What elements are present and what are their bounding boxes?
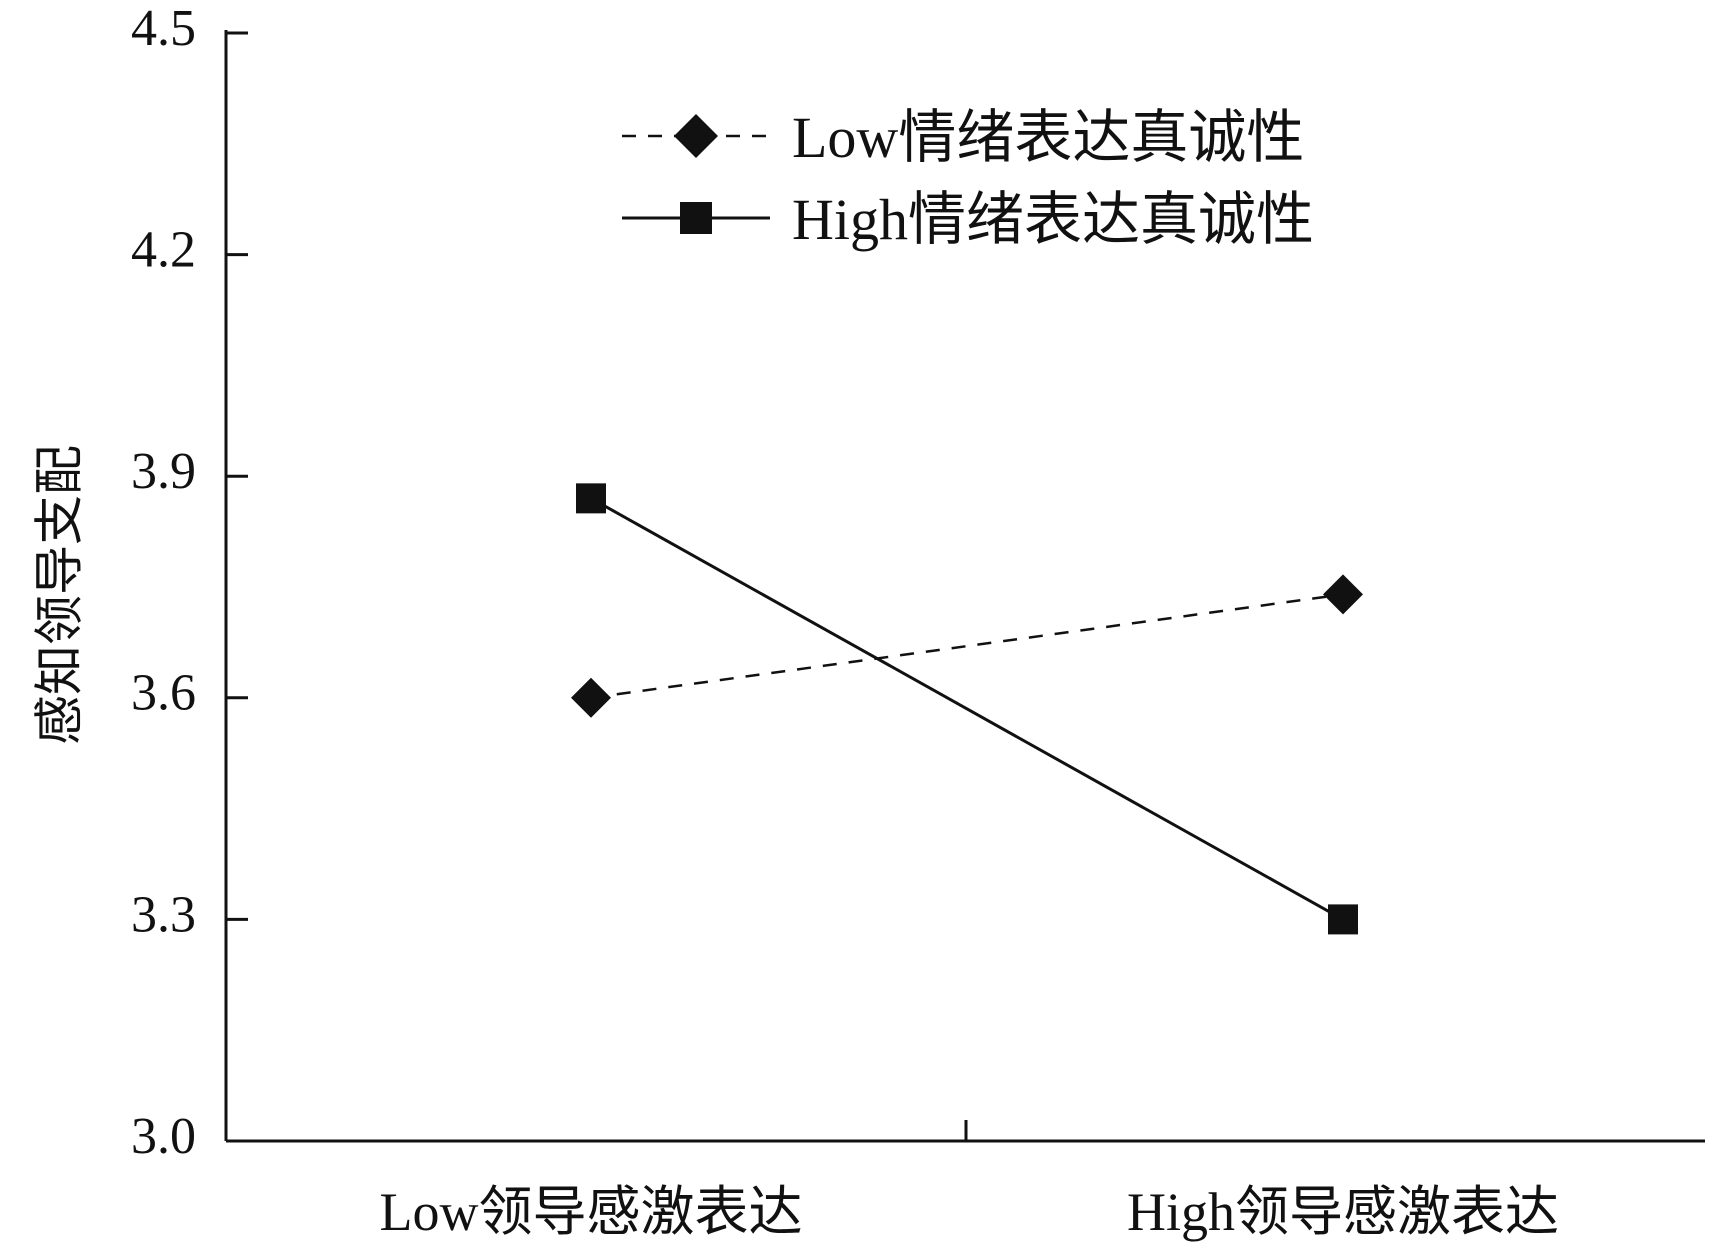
legend-label-low: Low情绪表达真诚性 — [792, 105, 1304, 170]
y-tick-label: 4.2 — [131, 222, 196, 279]
y-tick-label: 3.3 — [131, 886, 196, 943]
y-tick-label: 3.0 — [131, 1108, 196, 1165]
legend: Low情绪表达真诚性 High情绪表达真诚性 — [622, 105, 1314, 252]
series-line — [590, 497, 1344, 921]
y-tick-label: 3.9 — [131, 443, 196, 500]
series-layer — [571, 483, 1363, 935]
data-point-square — [1328, 904, 1358, 935]
series-low — [571, 574, 1363, 718]
series-line — [590, 593, 1344, 700]
legend-square-icon — [680, 202, 712, 234]
legend-diamond-icon — [674, 114, 718, 158]
y-tick-label: 4.5 — [131, 0, 196, 57]
x-category-labels: Low领导感激表达 High领导感激表达 — [380, 1182, 1559, 1242]
data-point-square — [576, 483, 606, 514]
x-category-label: High领导感激表达 — [1127, 1182, 1559, 1242]
legend-item-low: Low情绪表达真诚性 — [622, 105, 1304, 170]
y-tick-label: 3.6 — [131, 665, 196, 722]
data-point-diamond — [571, 677, 611, 718]
y-ticks: 3.0 3.3 3.6 3.9 4.2 4.5 — [131, 0, 248, 1165]
legend-label-high: High情绪表达真诚性 — [792, 187, 1314, 252]
series-high — [576, 483, 1358, 935]
y-axis-label: 感知领导支配 — [31, 445, 87, 745]
legend-item-high: High情绪表达真诚性 — [622, 187, 1314, 252]
x-category-label: Low领导感激表达 — [380, 1182, 803, 1242]
data-point-diamond — [1323, 574, 1363, 615]
